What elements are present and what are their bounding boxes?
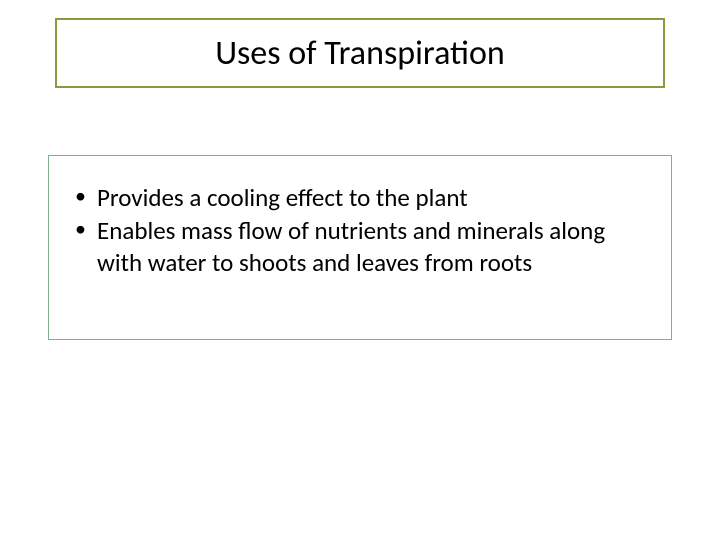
- bullet-list: Provides a cooling effect to the plant E…: [67, 182, 653, 278]
- title-container: Uses of Transpiration: [55, 18, 665, 88]
- list-item: Provides a cooling effect to the plant: [67, 182, 653, 213]
- list-item: Enables mass flow of nutrients and miner…: [67, 215, 653, 278]
- content-container: Provides a cooling effect to the plant E…: [48, 155, 672, 340]
- slide-title: Uses of Transpiration: [215, 33, 505, 74]
